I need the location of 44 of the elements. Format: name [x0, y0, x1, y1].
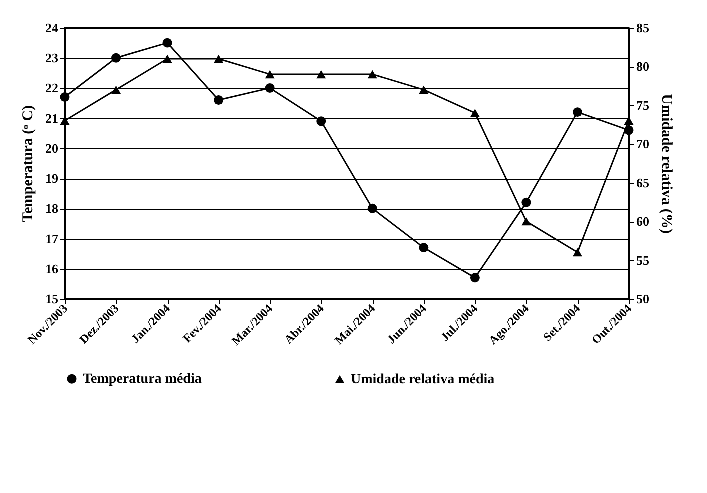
y2-tick-label: 85	[636, 20, 650, 36]
y2-tick-label: 65	[636, 175, 650, 190]
point	[470, 273, 480, 283]
point	[624, 116, 634, 126]
point	[572, 108, 582, 118]
y2-tick-label: 80	[636, 59, 650, 74]
y-axis-title: Temperatura (ᵒ C)	[20, 105, 36, 223]
y-tick-label: 15	[46, 292, 59, 306]
point	[316, 116, 326, 126]
point	[162, 54, 172, 64]
y-tick-label: 22	[46, 80, 58, 96]
y-tick-label: 19	[46, 171, 59, 186]
y2-tick-label: 75	[636, 98, 650, 113]
point	[419, 86, 429, 94]
point	[60, 92, 70, 102]
y-tick-label: 24	[46, 20, 59, 36]
y-tick-label: 21	[46, 110, 58, 126]
y2-tick-label: 70	[636, 136, 650, 152]
y2-tick-label: 55	[636, 252, 650, 268]
point	[572, 248, 582, 257]
point	[162, 38, 172, 48]
point	[265, 83, 275, 93]
point	[419, 243, 429, 253]
y2-axis-title: Umidade relativa (%)	[658, 94, 674, 234]
point	[214, 54, 224, 64]
point	[112, 53, 122, 63]
point	[522, 198, 532, 208]
point	[368, 70, 378, 79]
y-tick-label: 17	[46, 231, 59, 246]
point	[522, 217, 532, 226]
y-tick-label: 18	[46, 201, 59, 216]
point	[316, 70, 326, 79]
point	[112, 86, 122, 94]
point	[470, 109, 480, 118]
y-tick-label: 16	[46, 261, 59, 276]
point	[368, 204, 378, 214]
y-tick-label: 23	[46, 50, 59, 66]
y2-tick-label: 50	[636, 292, 650, 306]
legend-label: Umidade relativa média	[351, 372, 495, 388]
legend-label: Temperatura média	[83, 372, 202, 388]
point	[214, 96, 224, 105]
y-tick-label: 20	[46, 140, 58, 156]
y2-tick-label: 60	[636, 214, 650, 230]
point	[265, 70, 275, 79]
